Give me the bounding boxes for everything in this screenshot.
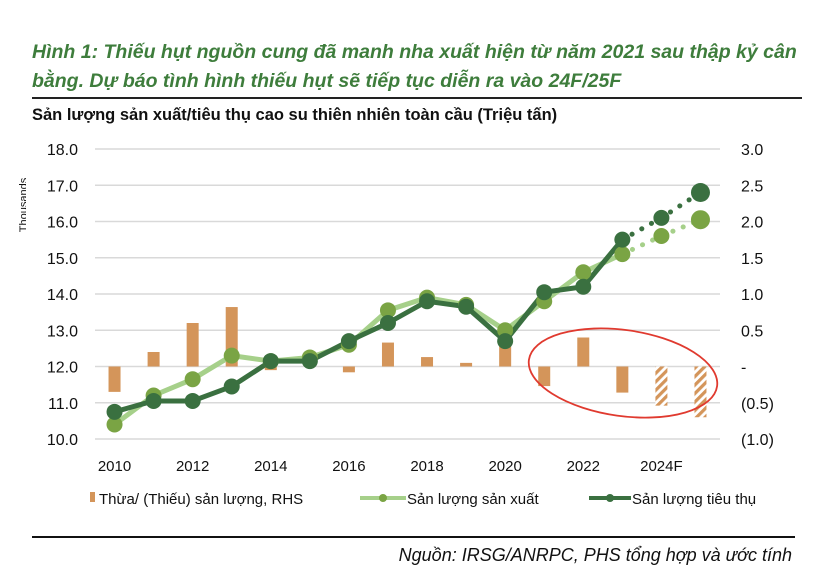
highlight-ellipse	[527, 327, 719, 419]
data-point-consumption	[379, 315, 396, 331]
data-point-consumption	[497, 333, 514, 350]
y-tick-label: 12.0	[47, 360, 78, 377]
bar-surplus-deficit	[694, 366, 707, 418]
data-point-production	[575, 264, 592, 281]
y2-tick-label: (1.0)	[741, 432, 774, 449]
y-tick-label: 17.0	[47, 178, 78, 195]
data-point-consumption	[575, 278, 592, 295]
y2-tick-label: 2.5	[741, 178, 763, 195]
x-tick-label: 2014	[254, 458, 287, 475]
data-point-consumption	[262, 353, 279, 370]
x-tick-label: 2024F	[640, 458, 683, 475]
data-point-consumption	[458, 298, 475, 315]
y-tick-label: 14.0	[47, 287, 78, 304]
bar-surplus-deficit	[186, 323, 199, 367]
bar-surplus-deficit	[577, 337, 590, 367]
data-point-consumption	[653, 209, 670, 226]
y2-tick-label: 1.5	[741, 251, 763, 268]
data-point-production	[653, 228, 670, 244]
data-point-consumption	[106, 403, 123, 420]
legend-marker-production	[379, 494, 387, 502]
y2-tick-label: 1.0	[741, 287, 763, 304]
y2-tick-label: -	[741, 360, 746, 377]
x-tick-label: 2010	[98, 458, 131, 475]
y-tick-label: 13.0	[47, 323, 78, 340]
y2-tick-label: 2.0	[741, 215, 763, 232]
y2-tick-label: (0.5)	[741, 396, 774, 413]
y2-tick-label: 3.0	[741, 142, 763, 159]
y-axis-label: Thousands	[18, 177, 30, 232]
y-tick-label: 15.0	[47, 251, 78, 268]
data-point-consumption	[536, 284, 553, 301]
y2-tick-label: 0.5	[741, 323, 763, 340]
data-point-production	[106, 416, 123, 433]
y-tick-label: 18.0	[47, 142, 78, 159]
bar-surplus-deficit	[108, 366, 121, 392]
legend-swatch-bar	[90, 492, 95, 502]
data-point-production	[379, 302, 396, 319]
data-point-consumption	[340, 333, 357, 350]
data-point-production	[184, 371, 201, 388]
bar-surplus-deficit	[147, 352, 160, 367]
y-tick-label: 11.0	[48, 396, 78, 413]
data-point-consumption	[145, 392, 162, 409]
data-point-production	[614, 246, 631, 263]
data-point-consumption	[223, 378, 240, 395]
source-note: Nguồn: IRSG/ANRPC, PHS tổng hợp và ước t…	[398, 545, 792, 565]
legend-label-consumption: Sản lượng tiêu thụ	[632, 491, 756, 508]
bar-surplus-deficit	[655, 366, 668, 406]
legend-label-production: Sản lượng sản xuất	[407, 491, 539, 508]
legend-label-bar: Thừa/ (Thiếu) sản lượng, RHS	[99, 491, 303, 508]
data-point-consumption	[419, 293, 436, 310]
x-tick-label: 2012	[176, 458, 209, 475]
y-tick-label: 10.0	[47, 432, 78, 449]
legend-marker-consumption	[606, 494, 614, 502]
bar-surplus-deficit	[460, 362, 473, 367]
data-point-consumption	[614, 231, 631, 248]
bar-surplus-deficit	[342, 366, 355, 373]
x-tick-label: 2016	[332, 458, 365, 475]
data-point-production	[690, 210, 710, 230]
figure-title: Hình 1: Thiếu hụt nguồn cung đã manh nha…	[32, 38, 802, 99]
data-point-consumption	[184, 392, 201, 409]
x-tick-label: 2018	[410, 458, 443, 475]
x-tick-label: 2022	[567, 458, 600, 475]
divider	[32, 536, 795, 538]
data-point-production	[223, 347, 240, 364]
bar-surplus-deficit	[421, 357, 434, 367]
data-point-consumption	[301, 353, 318, 370]
x-tick-label: 2020	[488, 458, 521, 475]
data-point-consumption	[690, 183, 710, 202]
bar-surplus-deficit	[538, 366, 551, 387]
bar-surplus-deficit	[616, 366, 629, 393]
chart-title: Sản lượng sản xuất/tiêu thụ cao su thiên…	[32, 106, 558, 124]
y-tick-label: 16.0	[47, 215, 78, 232]
bar-surplus-deficit	[381, 342, 394, 367]
